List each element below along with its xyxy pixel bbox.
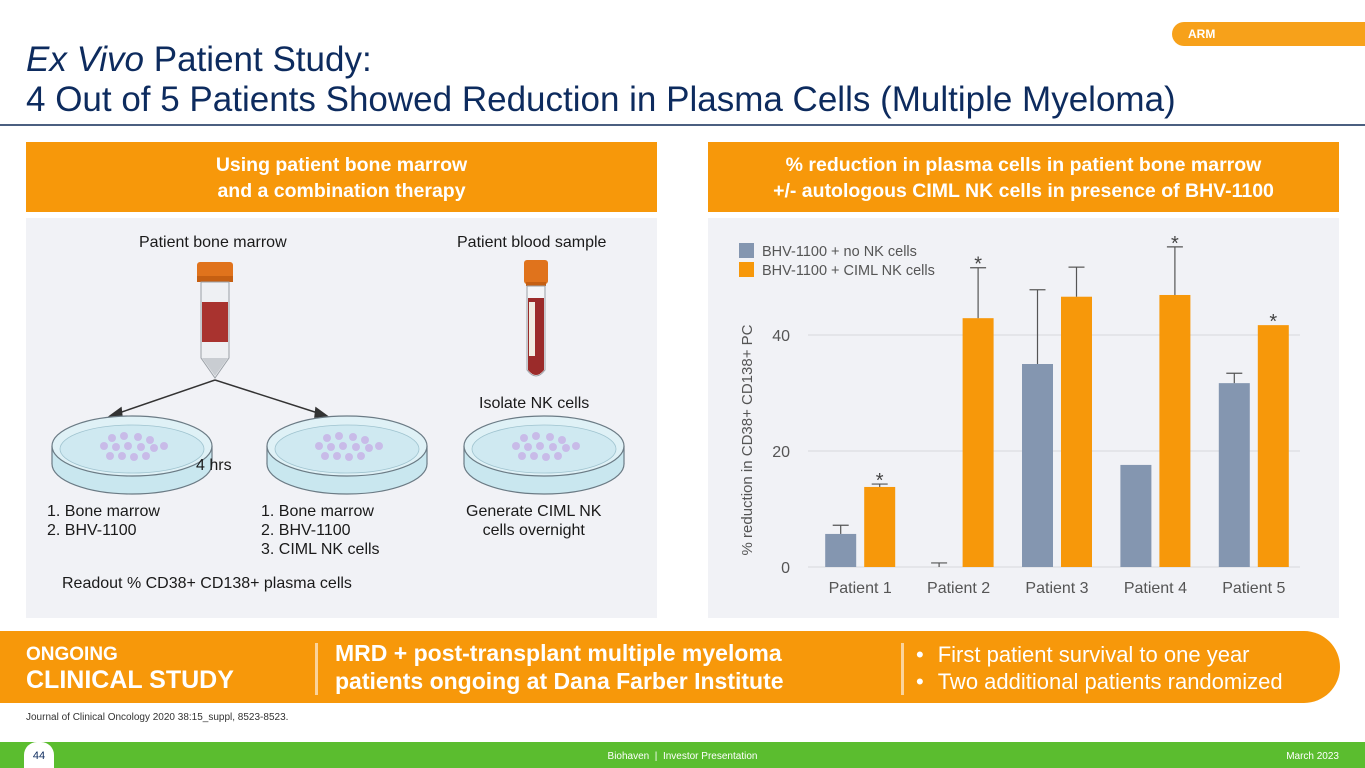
blood-tube-icon bbox=[524, 260, 548, 377]
legend-swatch bbox=[739, 243, 754, 258]
petri-dish-3-icon bbox=[463, 415, 625, 495]
split-arrows bbox=[107, 379, 330, 418]
bullet-item: Two additional patients randomized bbox=[916, 668, 1283, 695]
legend-swatch bbox=[739, 262, 754, 277]
ongoing-label: ONGOING bbox=[26, 644, 118, 665]
right-header-line1: % reduction in plasma cells in patient b… bbox=[785, 154, 1262, 176]
footer-date: March 2023 bbox=[1286, 751, 1339, 762]
petri-dish-1-icon bbox=[51, 415, 213, 495]
x-tick-label: Patient 4 bbox=[1124, 580, 1187, 597]
bone-marrow-label: Patient bone marrow bbox=[139, 234, 287, 251]
citation: Journal of Clinical Oncology 2020 38:15_… bbox=[26, 712, 289, 723]
bone-marrow-tube-icon bbox=[197, 262, 233, 379]
title-italic: Ex Vivo bbox=[26, 40, 145, 79]
bar-ciml-nk bbox=[1159, 294, 1191, 567]
bar-no-nk bbox=[825, 533, 857, 567]
study-description: MRD + post-transplant multiple myeloma p… bbox=[335, 639, 784, 695]
y-tick-label: 40 bbox=[772, 328, 790, 345]
significance-marker: * bbox=[1171, 233, 1179, 255]
x-tick-label: Patient 5 bbox=[1222, 580, 1285, 597]
dish2-label: 1. Bone marrow 2. BHV-1100 3. CIML NK ce… bbox=[261, 503, 380, 558]
x-tick-label: Patient 3 bbox=[1025, 580, 1088, 597]
bar-chart: 0 20 40 % reduction in CD38+ CD138+ PC * Pati… bbox=[739, 233, 1300, 597]
footer: 44 Biohaven | Investor Presentation Marc… bbox=[0, 742, 1365, 768]
study-description-line1: MRD + post-transplant multiple myeloma bbox=[335, 640, 782, 666]
x-tick-label: Patient 2 bbox=[927, 580, 990, 597]
right-header-line2: +/- autologous CIML NK cells in presence… bbox=[773, 180, 1274, 202]
bar-ciml-nk bbox=[962, 318, 994, 567]
ongoing-study-banner: ONGOING CLINICAL STUDY MRD + post-transp… bbox=[0, 631, 1340, 703]
y-tick-label: 0 bbox=[781, 560, 790, 577]
banner-divider bbox=[901, 643, 904, 695]
legend-label: BHV-1100 + no NK cells bbox=[762, 244, 917, 260]
bar-ciml-nk bbox=[1257, 325, 1289, 567]
page-title: Ex Vivo Patient Study: 4 Out of 5 Patien… bbox=[26, 40, 1176, 120]
y-axis-label: % reduction in CD38+ CD138+ PC bbox=[739, 324, 756, 555]
bullet-item: First patient survival to one year bbox=[916, 641, 1283, 668]
title-line2: 4 Out of 5 Patients Showed Reduction in … bbox=[26, 80, 1176, 119]
x-tick-label: Patient 1 bbox=[829, 580, 892, 597]
page-number: 44 bbox=[24, 742, 54, 768]
blood-sample-label: Patient blood sample bbox=[457, 234, 607, 251]
left-header-line2: and a combination therapy bbox=[217, 180, 466, 202]
dish3-label: Generate CIML NK cells overnight bbox=[466, 503, 602, 539]
bar-ciml-nk bbox=[1061, 296, 1092, 567]
chart-panel: 0 20 40 % reduction in CD38+ CD138+ PC * Pati… bbox=[708, 218, 1339, 618]
protocol-illustration bbox=[51, 260, 625, 495]
study-description-line2: patients ongoing at Dana Farber Institut… bbox=[335, 668, 784, 694]
title-divider bbox=[0, 124, 1365, 126]
duration-label: 4 hrs bbox=[196, 457, 232, 474]
legend-label: BHV-1100 + CIML NK cells bbox=[762, 263, 935, 279]
y-tick-label: 20 bbox=[772, 444, 790, 461]
readout-label: Readout % CD38+ CD138+ plasma cells bbox=[62, 575, 352, 592]
right-panel-header: % reduction in plasma cells in patient b… bbox=[708, 142, 1339, 212]
bar-no-nk bbox=[1120, 464, 1152, 567]
footer-center: Biohaven | Investor Presentation bbox=[607, 751, 758, 762]
left-panel-header: Using patient bone marrow and a combinat… bbox=[26, 142, 657, 212]
bar-no-nk bbox=[1218, 383, 1250, 567]
significance-marker: * bbox=[1269, 311, 1277, 333]
section-tag: ARM bbox=[1172, 22, 1365, 46]
bar-no-nk bbox=[1022, 364, 1053, 567]
clinical-study-label: CLINICAL STUDY bbox=[26, 666, 234, 694]
bar-ciml-nk bbox=[864, 486, 896, 567]
isolate-nk-label: Isolate NK cells bbox=[479, 395, 590, 412]
significance-marker: * bbox=[974, 254, 982, 276]
petri-dish-2-icon bbox=[266, 415, 428, 495]
study-bullets: First patient survival to one year Two a… bbox=[916, 641, 1283, 695]
dish1-label: 1. Bone marrow 2. BHV-1100 bbox=[47, 503, 160, 539]
protocol-diagram-panel: Patient bone marrow Patient blood sample… bbox=[26, 218, 657, 618]
significance-marker: * bbox=[876, 470, 884, 492]
left-header-line1: Using patient bone marrow bbox=[215, 154, 468, 176]
title-line1: Patient Study: bbox=[144, 40, 372, 79]
banner-divider bbox=[315, 643, 318, 695]
